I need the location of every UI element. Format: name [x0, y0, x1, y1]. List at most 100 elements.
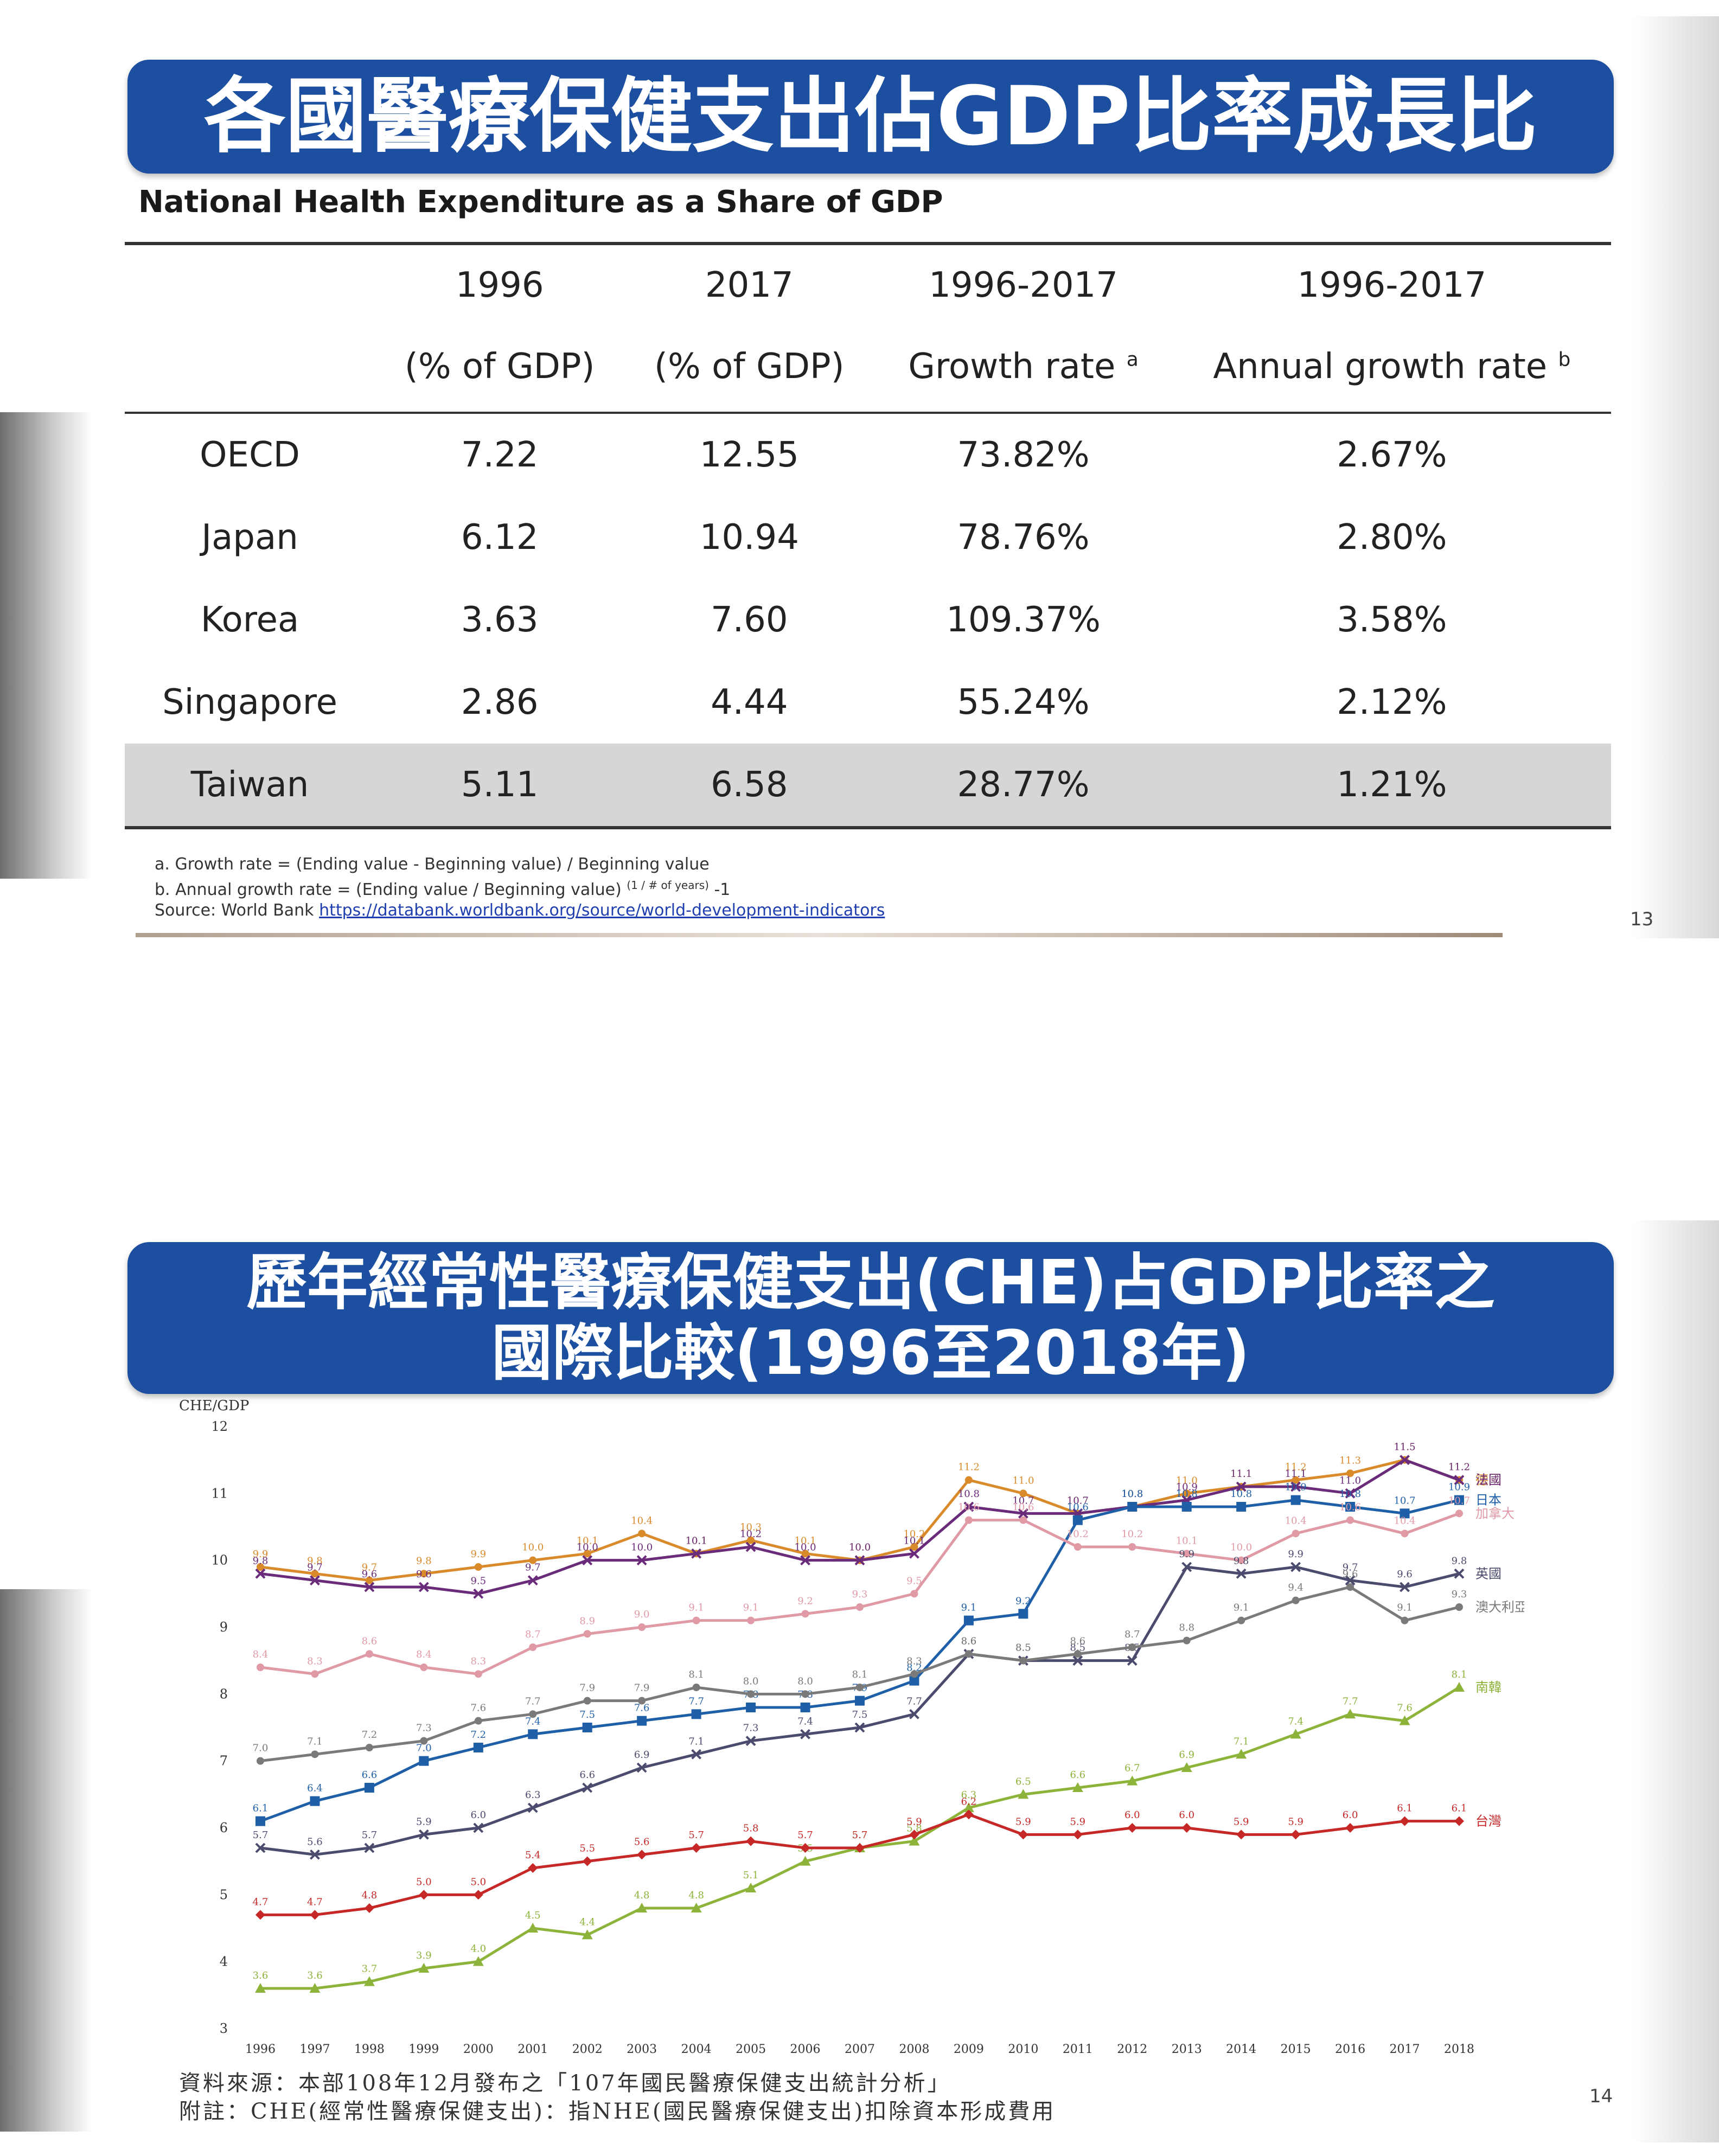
- data-point: [691, 1749, 702, 1760]
- data-label: 10.1: [903, 1535, 925, 1546]
- data-point: [1181, 1823, 1192, 1833]
- data-point: [1400, 1455, 1410, 1466]
- data-label: 8.4: [416, 1649, 432, 1660]
- data-label: 10.0: [1230, 1542, 1252, 1553]
- data-label: 9.1: [1397, 1602, 1413, 1614]
- data-point: [419, 1890, 429, 1900]
- data-label: 7.1: [307, 1736, 323, 1747]
- data-label: 8.4: [253, 1649, 269, 1660]
- data-point: [1127, 1775, 1138, 1786]
- x-tick-label: 2009: [954, 2043, 984, 2056]
- data-label: 8.1: [688, 1669, 704, 1680]
- data-point: [963, 1802, 974, 1812]
- table-header-cell: Growth rate a: [874, 321, 1172, 413]
- data-point: [800, 1843, 810, 1853]
- data-label: 11.5: [1394, 1442, 1416, 1453]
- table-row-highlighted: Taiwan 5.11 6.58 28.77% 1.21%: [125, 744, 1611, 828]
- series-name-label: 加拿大: [1475, 1506, 1514, 1521]
- data-point: [638, 1623, 646, 1631]
- data-point: [636, 1555, 647, 1566]
- data-label: 8.3: [307, 1655, 323, 1667]
- che-gdp-line-chart: CHE/GDP 3 4 5 6 7 8 9 10 11 12 1996 1997 1998 1999 2000…: [179, 1398, 1524, 2056]
- table-header-cell: (% of GDP): [404, 346, 595, 387]
- data-label: 3.6: [253, 1970, 269, 1981]
- data-label: 10.8: [958, 1488, 980, 1500]
- y-tick-label: 12: [211, 1419, 228, 1434]
- data-label: 5.7: [852, 1829, 868, 1841]
- x-tick-label: 2010: [1008, 2043, 1038, 2056]
- x-tick-label: 2017: [1390, 2043, 1420, 2056]
- data-label: 10.8: [1339, 1488, 1361, 1500]
- data-point: [257, 1563, 264, 1571]
- data-label: 6.9: [1179, 1749, 1194, 1761]
- data-label: 9.2: [1015, 1595, 1031, 1607]
- value-cell: 109.37%: [946, 600, 1101, 640]
- data-label: 9.3: [852, 1589, 868, 1600]
- data-label: 10.6: [1012, 1502, 1034, 1513]
- data-label: 9.7: [307, 1562, 323, 1573]
- data-label: 9.8: [1452, 1555, 1467, 1566]
- data-point: [1455, 1509, 1463, 1518]
- data-label: 8.6: [961, 1635, 977, 1647]
- data-label: 8.6: [1070, 1635, 1085, 1647]
- data-point: [1290, 1829, 1301, 1840]
- data-label: 5.6: [634, 1836, 650, 1847]
- data-label: 10.7: [1394, 1495, 1416, 1506]
- data-label: 11.5: [1394, 1442, 1416, 1453]
- data-label: 10.6: [1339, 1502, 1361, 1513]
- data-point: [1345, 1823, 1356, 1833]
- slide-edge-decoration: [0, 1589, 92, 2132]
- data-point: [1290, 1495, 1301, 1505]
- data-label: 9.5: [470, 1575, 486, 1586]
- x-tick-label: 2014: [1226, 2043, 1256, 2056]
- x-tick-label: 2008: [899, 2043, 929, 2056]
- data-label: 9.6: [416, 1569, 432, 1580]
- data-label: 9.9: [1179, 1549, 1194, 1560]
- data-label: 9.9: [1288, 1549, 1303, 1560]
- data-label: 7.3: [743, 1723, 759, 1734]
- data-label: 7.7: [688, 1696, 704, 1707]
- data-point: [473, 1743, 483, 1752]
- data-label: 10.1: [686, 1535, 707, 1546]
- data-label: 4.4: [579, 1916, 595, 1928]
- data-point: [1072, 1782, 1083, 1792]
- source-link[interactable]: https://databank.worldbank.org/source/wo…: [319, 901, 885, 920]
- data-point: [745, 1541, 756, 1552]
- y-tick-label: 5: [220, 1887, 228, 1902]
- data-label: 9.6: [1397, 1569, 1413, 1580]
- series-name-label: 日本: [1475, 1493, 1501, 1508]
- data-point: [255, 1983, 266, 1993]
- data-point: [255, 1910, 265, 1920]
- data-label: 10.0: [795, 1542, 816, 1553]
- data-label: 6.7: [1124, 1763, 1140, 1774]
- data-label: 10.0: [849, 1542, 871, 1553]
- data-label: 7.2: [362, 1729, 378, 1741]
- footnote-mark: a: [1126, 348, 1139, 371]
- data-point: [637, 1850, 647, 1860]
- data-point: [527, 1575, 538, 1586]
- data-point: [472, 1956, 484, 1966]
- data-label: 4.8: [634, 1890, 650, 1901]
- data-label: 5.8: [906, 1823, 922, 1834]
- data-label: 10.9: [1285, 1482, 1307, 1493]
- data-label: 9.4: [1288, 1582, 1303, 1594]
- data-label: 9.8: [307, 1555, 323, 1566]
- series-name-label: 法國: [1475, 1473, 1501, 1488]
- data-point: [1290, 1729, 1301, 1739]
- data-point: [1236, 1749, 1247, 1759]
- data-point: [420, 1664, 428, 1671]
- data-point: [310, 1910, 320, 1920]
- data-label: 9.8: [1234, 1555, 1249, 1566]
- data-point: [1073, 1543, 1082, 1551]
- slide-bottom-edge: [136, 933, 1503, 937]
- data-label: 10.6: [1067, 1502, 1089, 1513]
- data-point: [583, 1550, 591, 1558]
- data-point: [1183, 1550, 1191, 1558]
- data-label: 10.7: [1067, 1495, 1089, 1506]
- data-label: 7.6: [1397, 1703, 1413, 1714]
- data-point: [747, 1536, 755, 1544]
- data-point: [800, 1703, 810, 1712]
- data-point: [582, 1856, 592, 1866]
- data-label: 6.6: [362, 1769, 378, 1781]
- series-name-label: 南韓: [1475, 1680, 1501, 1695]
